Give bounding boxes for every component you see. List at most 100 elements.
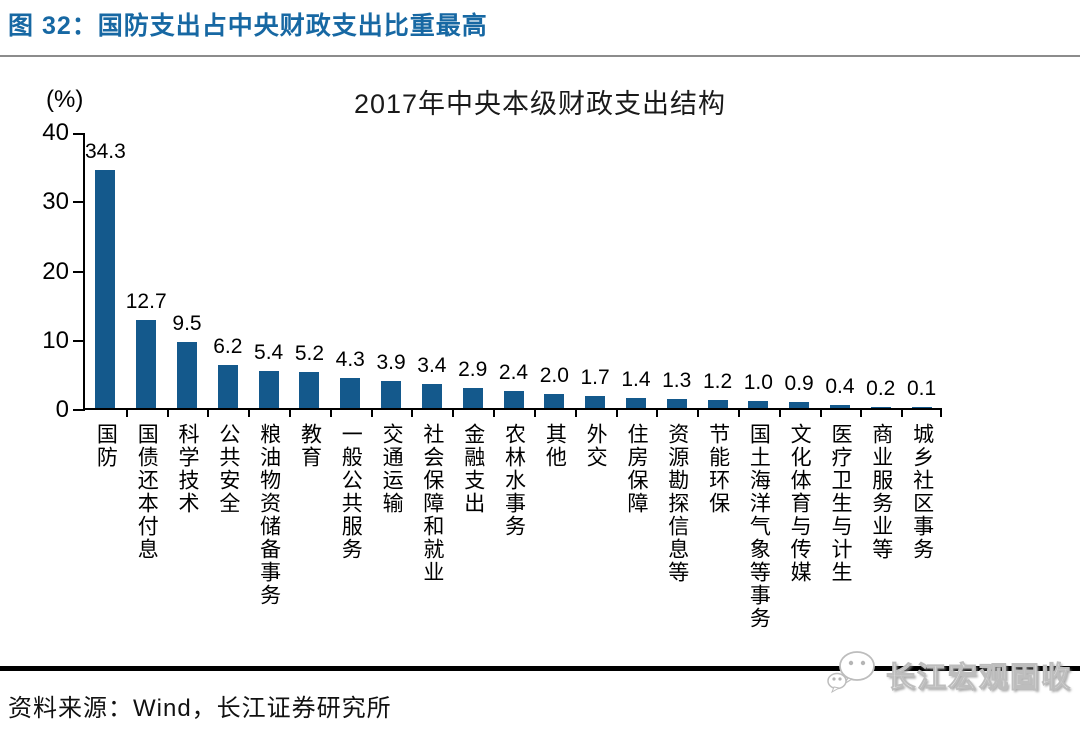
bar — [258, 370, 279, 408]
watermark-label: 长江宏观固收 — [885, 661, 1072, 694]
wechat-icon — [826, 648, 880, 701]
category-label-wrap: 科学技术 — [167, 423, 208, 665]
bar — [421, 384, 442, 408]
bar-value-label: 3.4 — [417, 354, 447, 378]
bar — [870, 406, 891, 408]
category-label-wrap: 社会保障和就业 — [411, 423, 452, 665]
x-tick — [697, 408, 699, 417]
category-label-wrap: 公共安全 — [207, 423, 248, 665]
category-label: 住房保障 — [624, 423, 648, 515]
category-label: 商业服务业等 — [869, 423, 893, 561]
y-tick-label: 10 — [42, 326, 69, 354]
category-label-wrap: 城乡社区事务 — [901, 423, 942, 665]
bar — [666, 399, 687, 408]
category-label: 粮油物资储备事务 — [257, 423, 281, 607]
y-tick-label: 0 — [55, 396, 69, 423]
category-label: 外交 — [584, 423, 608, 469]
bar-value-label: 9.5 — [172, 312, 202, 336]
category-label-wrap: 国债还本付息 — [126, 423, 167, 665]
category-label: 金融支出 — [461, 423, 485, 515]
category-label-wrap: 医疗卫生与计生 — [820, 423, 861, 665]
category-label-wrap: 其他 — [534, 423, 575, 665]
category-label: 社会保障和就业 — [420, 423, 444, 584]
category-label: 国防 — [94, 423, 118, 469]
category-label-wrap: 教育 — [289, 423, 330, 665]
bar-value-label: 0.4 — [825, 375, 855, 399]
bar — [707, 399, 728, 408]
bar-value-label: 0.9 — [784, 371, 814, 395]
category-label-wrap: 资源勘探信息等 — [656, 423, 697, 665]
category-label-wrap: 节能环保 — [697, 423, 738, 665]
chart-title: 2017年中央本级财政支出结构 — [353, 89, 727, 119]
bar — [911, 407, 932, 408]
y-tick-label: 30 — [42, 188, 69, 216]
bar-value-label: 0.2 — [866, 376, 896, 400]
category-label: 农林水事务 — [502, 423, 526, 538]
bar-value-label: 1.0 — [743, 371, 773, 395]
category-label-wrap: 商业服务业等 — [860, 423, 901, 665]
x-tick — [656, 408, 658, 417]
x-tick — [248, 408, 250, 417]
category-label-wrap: 外交 — [575, 423, 616, 665]
category-label-wrap: 金融支出 — [452, 423, 493, 665]
x-tick — [167, 408, 169, 417]
y-tick — [73, 201, 85, 204]
bar — [136, 320, 157, 408]
category-label-wrap: 国土海洋气象等事务 — [738, 423, 779, 665]
bar-value-label: 1.7 — [580, 366, 610, 390]
bar-value-label: 2.0 — [539, 364, 569, 388]
bar — [503, 391, 524, 408]
x-tick — [901, 408, 903, 417]
y-tick-label: 40 — [42, 119, 69, 146]
bar-value-label: 5.4 — [254, 340, 284, 364]
x-tick — [371, 408, 373, 417]
bar-value-label: 6.2 — [213, 335, 243, 359]
bar-value-label: 4.3 — [335, 348, 365, 372]
source-note: 资料来源：Wind，长江证券研究所 — [8, 695, 392, 722]
x-tick — [411, 408, 413, 417]
category-label-wrap: 文化体育与传媒 — [779, 423, 820, 665]
bar — [544, 394, 565, 408]
x-tick — [575, 408, 577, 417]
y-tick — [73, 409, 85, 411]
y-tick — [73, 270, 85, 273]
x-tick — [452, 408, 454, 417]
x-tick — [860, 408, 862, 417]
x-tick — [534, 408, 536, 417]
bar — [789, 401, 810, 408]
header-divider — [0, 55, 1080, 57]
category-label: 国债还本付息 — [135, 423, 159, 561]
figure-title: 图 32：国防支出占中央财政支出比重最高 — [8, 12, 488, 40]
x-tick — [616, 408, 618, 417]
category-label-wrap: 交通运输 — [371, 423, 412, 665]
bar-value-label: 1.4 — [621, 368, 651, 392]
bar — [381, 381, 402, 408]
y-tick — [73, 133, 85, 135]
bar-value-label: 12.7 — [125, 290, 167, 314]
category-label: 文化体育与传媒 — [788, 423, 812, 584]
plot-area: 0 10 20 30 40 34.3 国防 12.7 国债还本付息 9.5 科学技术 6.2 公共安全 5… — [42, 121, 942, 630]
bar — [299, 372, 320, 408]
x-tick — [940, 408, 942, 417]
x-tick — [738, 408, 740, 417]
category-label: 交通运输 — [380, 423, 404, 515]
bar-value-label: 5.2 — [294, 342, 325, 365]
bar — [625, 398, 646, 408]
x-tick — [207, 408, 209, 417]
bar-value-label: 0.1 — [906, 377, 937, 400]
bar — [95, 170, 116, 408]
watermark: 长江宏观固收 — [826, 648, 1072, 701]
category-label-wrap: 一般公共服务 — [330, 423, 371, 665]
y-axis-unit-label: (%) — [46, 86, 84, 113]
bar — [340, 378, 361, 408]
category-label: 资源勘探信息等 — [665, 423, 689, 584]
y-tick-label: 20 — [42, 257, 69, 285]
x-tick — [820, 408, 822, 417]
x-tick — [779, 408, 781, 417]
bar — [585, 396, 606, 408]
x-tick — [289, 408, 291, 417]
bar-value-label: 3.9 — [376, 351, 406, 374]
category-label: 科学技术 — [176, 423, 200, 515]
category-label-wrap: 粮油物资储备事务 — [248, 423, 289, 665]
category-label: 一般公共服务 — [339, 423, 363, 561]
